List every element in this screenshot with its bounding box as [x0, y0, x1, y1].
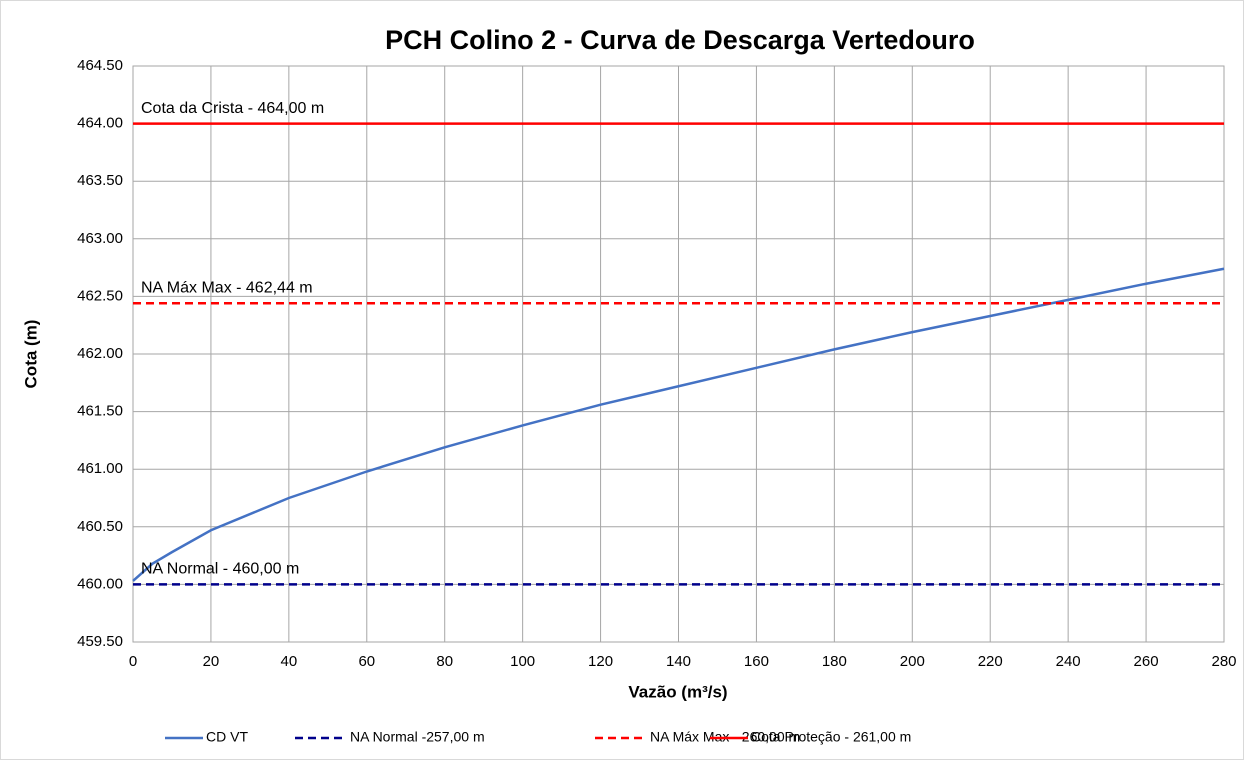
- annotation: Cota da Crista - 464,00 m: [141, 100, 324, 117]
- series-line: [132, 267, 1225, 582]
- y-tick-label: 460.00: [77, 575, 123, 592]
- x-tick-label: 0: [129, 653, 137, 670]
- x-tick-label: 120: [588, 653, 613, 670]
- y-tick-label: 461.50: [77, 403, 123, 420]
- y-tick-label: 464.00: [77, 115, 123, 132]
- x-tick-label: 240: [1056, 653, 1081, 670]
- legend-label: NA Normal -257,00 m: [350, 729, 485, 745]
- y-tick-label: 463.50: [77, 172, 123, 189]
- legend-label: NA Máx Max - 260,00 m: [650, 729, 800, 745]
- y-tick-label: 460.50: [77, 518, 123, 535]
- y-tick-label: 463.00: [77, 230, 123, 247]
- x-tick-label: 220: [978, 653, 1003, 670]
- y-tick-label: 461.00: [77, 460, 123, 477]
- y-tick-label: 462.00: [77, 345, 123, 362]
- y-axis-label: Cota (m): [21, 320, 40, 389]
- y-tick-label: 464.50: [77, 57, 123, 74]
- x-tick-label: 40: [281, 653, 298, 670]
- annotation: NA Normal - 460,00 m: [141, 561, 299, 578]
- x-tick-label: 140: [666, 653, 691, 670]
- legend-label: CD VT: [206, 729, 248, 745]
- y-tick-label: 462.50: [77, 287, 123, 304]
- x-tick-label: 80: [436, 653, 453, 670]
- x-axis-label: Vazão (m³/s): [628, 682, 727, 701]
- legend-label: Cota Proteção - 261,00 m: [751, 729, 911, 745]
- x-tick-label: 160: [744, 653, 769, 670]
- y-tick-label: 459.50: [77, 633, 123, 650]
- x-tick-label: 200: [900, 653, 925, 670]
- chart-title: PCH Colino 2 - Curva de Descarga Vertedo…: [385, 25, 975, 55]
- x-tick-label: 20: [203, 653, 220, 670]
- x-tick-label: 280: [1211, 653, 1236, 670]
- x-tick-label: 260: [1134, 653, 1159, 670]
- annotation: NA Máx Max - 462,44 m: [141, 280, 313, 297]
- x-tick-label: 100: [510, 653, 535, 670]
- x-tick-label: 180: [822, 653, 847, 670]
- x-tick-label: 60: [358, 653, 375, 670]
